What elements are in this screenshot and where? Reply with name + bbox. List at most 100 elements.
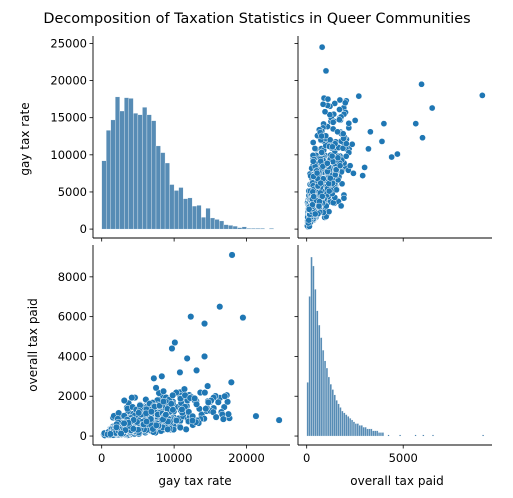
y-axis-label-gay-tax-rate: gay tax rate (18, 102, 32, 175)
scatter-point (309, 139, 317, 146)
hist-bar (241, 226, 247, 230)
scatter-point (318, 132, 325, 140)
hist-bar (237, 227, 243, 230)
scatter-point (252, 412, 260, 420)
scatter-point (336, 106, 343, 113)
hist-bar (160, 152, 166, 230)
scatter-point (176, 423, 184, 432)
scatter-point (305, 216, 313, 224)
scatter-point (200, 352, 209, 360)
scatter-point (221, 392, 229, 400)
scatter-point (120, 419, 128, 427)
hist-bar (320, 337, 323, 437)
scatter-point (214, 398, 222, 406)
scatter-point (150, 374, 158, 382)
hist-bar (214, 219, 220, 230)
scatter-point (204, 382, 212, 390)
hist-bar (331, 389, 334, 437)
chart-title: Decomposition of Taxation Statistics in … (43, 11, 470, 27)
x-tick-label: 0 (98, 451, 105, 465)
scatter-point (380, 120, 388, 127)
hist-bar (255, 228, 261, 230)
scatter-point (159, 398, 168, 406)
hist-bar (223, 224, 229, 230)
scatter-point (216, 303, 224, 311)
scatter-point (204, 398, 212, 406)
scatter-point (193, 366, 201, 374)
hist-bar (173, 190, 179, 230)
hist-bar (335, 400, 338, 437)
y-tick-label: 6000 (58, 310, 87, 324)
hist-bar-tail (482, 434, 485, 437)
hist-bar (358, 425, 361, 437)
scatter-point (202, 405, 210, 413)
scatter-point (159, 387, 168, 395)
y-tick-label: 2000 (58, 389, 87, 403)
scatter-point (239, 314, 247, 322)
scatter-gay-tax-rate-vs-overall-tax-paid (294, 36, 492, 242)
scatter-point (172, 416, 181, 425)
y-tick-label: 0 (80, 429, 87, 443)
x-axis-label-gay-tax-rate: gay tax rate (158, 474, 231, 488)
x-axis-label-overall-tax-paid: overall tax paid (350, 474, 444, 488)
scatter-point (183, 354, 191, 362)
hist-bar (246, 228, 252, 230)
scatter-point (129, 425, 137, 433)
scatter-point (318, 43, 326, 51)
hist-bar (115, 96, 120, 230)
x-tick-label: 0 (303, 451, 310, 465)
hist-bar (345, 414, 348, 437)
scatter-point (428, 104, 436, 112)
scatter-point (367, 128, 374, 136)
scatter-point (128, 394, 136, 402)
scatter-point (305, 205, 313, 213)
scatter-point (158, 372, 166, 380)
scatter-point (143, 418, 151, 426)
scatter-point (345, 119, 353, 127)
scatter-point (329, 143, 336, 151)
scatter-point (326, 111, 334, 119)
scatter-point (329, 118, 337, 126)
scatter-point (342, 152, 350, 160)
scatter-point (152, 421, 160, 429)
hist-bar (232, 225, 238, 230)
hist-bar (124, 97, 130, 230)
scatter-point (212, 413, 220, 421)
scatter-point (310, 193, 318, 200)
hist-bar (347, 416, 350, 437)
hist-bar-tail (387, 434, 390, 437)
hist-bar (314, 289, 317, 437)
scatter-point (321, 108, 329, 116)
scatter-point (339, 144, 347, 152)
scatter-point (335, 116, 343, 124)
hist-bar (370, 428, 373, 437)
scatter-point (419, 134, 426, 142)
scatter-point (178, 405, 186, 414)
hist-gay-tax-rate: 0 5000 10000 15000 20000 25000 (50, 36, 290, 242)
hist-bar (356, 423, 359, 437)
scatter-point (336, 96, 344, 104)
scatter-point (191, 394, 199, 402)
hist-bar (360, 425, 363, 437)
hist-bar (376, 430, 379, 437)
y-tick-label: 5000 (58, 185, 87, 199)
hist-bar (310, 256, 313, 437)
scatter-point (315, 202, 323, 210)
hist-bar (306, 382, 309, 437)
scatter-point (200, 320, 209, 328)
scatter-point (334, 128, 341, 136)
scatter-point (311, 210, 319, 218)
scatter-point (325, 208, 333, 216)
hist-bar (364, 426, 367, 437)
hist-bar-tail (432, 434, 434, 437)
hist-bar (337, 403, 340, 437)
hist-bar (354, 423, 358, 437)
scatter-point (340, 194, 348, 202)
hist-bar (381, 432, 385, 437)
scatter-point (171, 338, 179, 347)
scatter-point (348, 140, 356, 148)
hist-bar (339, 407, 342, 437)
x-tick-label: 10000 (156, 451, 193, 465)
hist-bar (327, 376, 331, 437)
hist-bar (142, 107, 148, 230)
